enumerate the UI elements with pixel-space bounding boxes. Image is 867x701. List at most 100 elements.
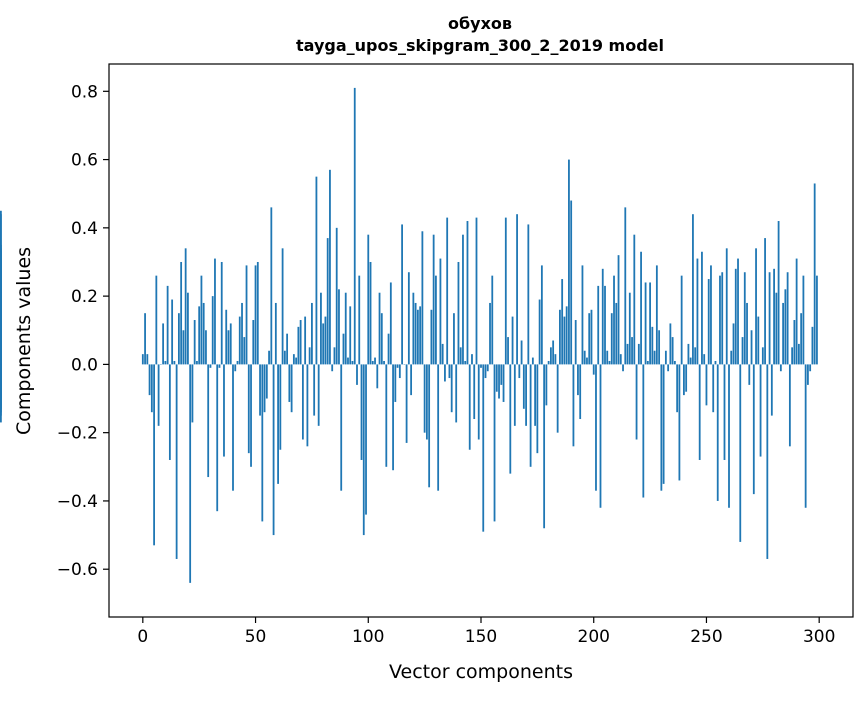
y-tick-label: 0.2: [71, 287, 98, 307]
bar: [241, 303, 243, 364]
bar: [679, 364, 681, 480]
bar: [764, 238, 766, 364]
bar: [658, 330, 660, 364]
bar: [746, 303, 748, 364]
bar: [651, 327, 653, 365]
bar: [171, 300, 173, 365]
bar: [803, 276, 805, 365]
x-tick-label: 100: [352, 627, 384, 647]
y-tick-label: 0.8: [71, 82, 98, 102]
bar: [494, 364, 496, 521]
bar: [721, 272, 723, 364]
bar: [816, 276, 818, 365]
bar: [397, 364, 399, 367]
y-tick-label: −0.2: [57, 424, 98, 444]
bar: [311, 303, 313, 364]
bar: [460, 347, 462, 364]
bar: [320, 293, 322, 365]
bar: [564, 317, 566, 365]
bar: [782, 303, 784, 364]
bar: [180, 262, 182, 364]
bar: [735, 269, 737, 365]
bar: [521, 341, 523, 365]
bar: [187, 293, 189, 365]
bar: [812, 327, 814, 365]
bar: [480, 364, 482, 367]
bar: [577, 364, 579, 395]
bar: [388, 334, 390, 365]
bar: [613, 276, 615, 365]
bar: [505, 218, 507, 365]
bar: [363, 364, 365, 535]
bar: [406, 364, 408, 443]
bar: [164, 361, 166, 364]
bar: [336, 228, 338, 365]
bar: [512, 317, 514, 365]
bar: [622, 364, 624, 371]
bar: [331, 364, 333, 371]
bar: [789, 364, 791, 446]
bar: [246, 265, 248, 364]
bar: [279, 364, 281, 449]
bar: [243, 337, 245, 364]
bar: [593, 364, 595, 374]
bar: [198, 306, 200, 364]
bar: [814, 183, 816, 364]
y-tick-label: −0.4: [57, 492, 98, 512]
bar: [780, 364, 782, 371]
bar: [442, 344, 444, 364]
bar: [726, 248, 728, 364]
bar: [449, 364, 451, 378]
bar: [715, 361, 717, 364]
bar: [237, 361, 239, 364]
bar: [417, 310, 419, 365]
y-axis-label: Components values: [13, 247, 35, 435]
bar: [778, 221, 780, 364]
bar: [737, 259, 739, 365]
bar: [762, 347, 764, 364]
bar: [548, 361, 550, 364]
bar: [343, 334, 345, 365]
bar: [665, 351, 667, 365]
bar: [656, 265, 658, 364]
bar: [552, 341, 554, 365]
bar: [649, 282, 651, 364]
bar: [277, 364, 279, 483]
bar: [514, 364, 516, 425]
bar: [365, 364, 367, 514]
chart-title-line-2: tayga_upos_skipgram_300_2_2019 model: [296, 36, 664, 55]
bar: [421, 231, 423, 364]
bar: [322, 323, 324, 364]
bar: [660, 364, 662, 490]
bar: [307, 364, 309, 446]
bar: [611, 313, 613, 364]
bar: [426, 364, 428, 439]
bar: [516, 214, 518, 364]
bar: [194, 320, 196, 364]
bar: [674, 361, 676, 364]
bar: [259, 364, 261, 415]
bar: [654, 351, 656, 365]
bar: [255, 265, 257, 364]
x-axis-label: Vector components: [389, 661, 573, 683]
bar: [178, 313, 180, 364]
bar: [575, 320, 577, 364]
bar: [424, 364, 426, 432]
bar: [798, 344, 800, 364]
bar: [748, 364, 750, 384]
bar: [216, 364, 218, 511]
x-tick-label: 150: [465, 627, 497, 647]
bar: [354, 88, 356, 365]
bar: [751, 330, 753, 364]
bar: [295, 358, 297, 365]
bar: [543, 364, 545, 528]
bar: [270, 207, 272, 364]
bar: [275, 303, 277, 364]
bar: [431, 310, 433, 365]
bar: [719, 276, 721, 365]
bar: [672, 337, 674, 364]
bar: [297, 327, 299, 365]
bar: [399, 364, 401, 378]
bar: [214, 259, 216, 365]
